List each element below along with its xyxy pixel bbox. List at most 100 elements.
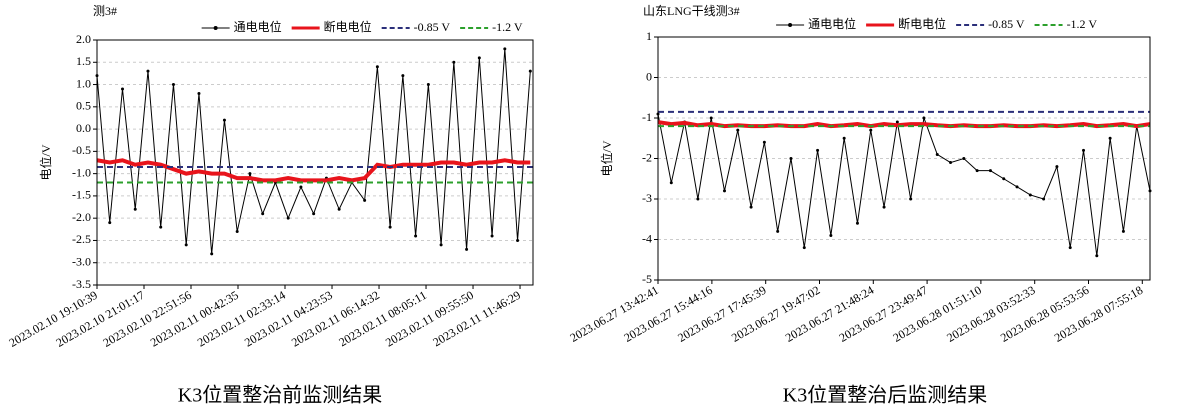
x-tick-label: 2023.06.27 13:42:41	[568, 283, 661, 345]
point	[736, 128, 740, 132]
y-tick-label: -2.0	[72, 210, 91, 224]
x-tick-label: 2023.06.27 15:44:16	[621, 283, 714, 345]
point	[439, 243, 443, 247]
point	[171, 83, 175, 87]
point	[452, 60, 456, 64]
point	[1015, 185, 1019, 189]
point	[465, 247, 469, 251]
point	[210, 252, 214, 256]
point	[1068, 246, 1072, 250]
chart-title: 测3#	[93, 4, 117, 18]
y-tick-label: -2.5	[72, 232, 91, 246]
point	[842, 136, 846, 140]
point	[426, 83, 430, 87]
point	[962, 157, 966, 160]
point	[490, 234, 494, 238]
point	[477, 56, 481, 60]
legend-label: 断电电位	[324, 19, 372, 34]
plot-frame	[657, 36, 1151, 281]
point	[108, 221, 112, 225]
point	[922, 116, 926, 120]
legend-label: -0.85 V	[414, 20, 451, 34]
x-tick-label: 2023.06.27 17:45:39	[675, 283, 768, 345]
point	[299, 185, 303, 189]
legend-marker	[213, 26, 218, 30]
point	[789, 157, 793, 160]
y-tick-label: -4	[642, 231, 652, 245]
point	[816, 148, 820, 152]
x-tick-label: 2023.06.27 21:48:24	[783, 283, 876, 345]
y-axis-label: 电位/V	[38, 144, 53, 180]
x-tick-label: 2023.06.28 07:55:18	[1052, 283, 1145, 345]
point	[312, 212, 316, 216]
y-tick-label: -2	[642, 150, 652, 164]
y-tick-label: -3.5	[72, 277, 91, 291]
legend-label: 通电电位	[234, 19, 282, 34]
point	[388, 225, 392, 229]
point	[1042, 197, 1046, 201]
legend-label: -1.2 V	[492, 20, 523, 34]
y-tick-label: -1.0	[72, 165, 91, 179]
x-tick-label: 2023.06.28 01:51:10	[890, 283, 983, 345]
x-tick-label: 2023.02.11 11:46:29	[430, 288, 523, 350]
y-tick-label: 1	[646, 29, 652, 43]
point	[235, 230, 239, 234]
point	[1095, 254, 1099, 258]
point	[133, 207, 137, 211]
point	[1028, 193, 1032, 197]
caption: K3位置整治前监测结果	[178, 384, 382, 407]
point	[829, 233, 833, 237]
x-tick-label: 2023.06.27 19:47:02	[729, 283, 822, 345]
point	[363, 198, 367, 202]
point	[722, 189, 726, 193]
point	[286, 216, 290, 220]
point	[528, 69, 532, 73]
legend-label: 断电电位	[898, 16, 946, 31]
point	[975, 169, 979, 173]
point	[401, 74, 405, 78]
point	[909, 197, 913, 201]
y-tick-label: -3.0	[72, 254, 91, 268]
y-tick-label: -0.5	[72, 143, 91, 157]
y-tick-label: -1.5	[72, 188, 91, 202]
y-axis-label: 电位/V	[599, 140, 614, 176]
point	[696, 197, 700, 201]
x-tick-label: 2023.06.28 05:53:56	[998, 283, 1091, 345]
point	[159, 225, 163, 229]
point	[802, 246, 806, 250]
y-tick-label: 1.5	[76, 54, 91, 68]
point	[222, 118, 226, 122]
x-tick-label: 2023.06.28 03:52:33	[944, 283, 1037, 345]
caption: K3位置整治后监测结果	[783, 384, 987, 407]
point	[895, 120, 899, 124]
y-tick-label: 1.0	[76, 76, 91, 90]
y-tick-label: 0	[646, 69, 652, 83]
point	[882, 205, 886, 209]
y-tick-label: -1	[642, 110, 652, 124]
point	[855, 221, 859, 225]
point	[1121, 229, 1125, 233]
y-tick-label: 0.0	[76, 121, 91, 135]
chart-title: 山东LNG干线测3#	[643, 4, 740, 18]
y-tick-label: -5	[642, 272, 652, 286]
point	[935, 152, 939, 156]
point	[248, 172, 252, 176]
point	[503, 47, 507, 51]
point	[414, 234, 418, 238]
series-line	[96, 158, 531, 183]
point	[146, 69, 150, 73]
legend-label: -1.2 V	[1067, 17, 1098, 31]
point	[949, 161, 953, 165]
y-tick-label: 2.0	[76, 32, 91, 46]
legend-label: 通电电位	[808, 16, 856, 31]
point	[988, 169, 992, 173]
point	[1082, 148, 1086, 152]
y-tick-label: -3	[642, 191, 652, 205]
point	[1002, 177, 1006, 181]
plot-frame	[96, 39, 534, 286]
point	[184, 243, 188, 247]
point	[337, 207, 341, 211]
series-line	[657, 113, 1151, 256]
point	[762, 140, 766, 144]
